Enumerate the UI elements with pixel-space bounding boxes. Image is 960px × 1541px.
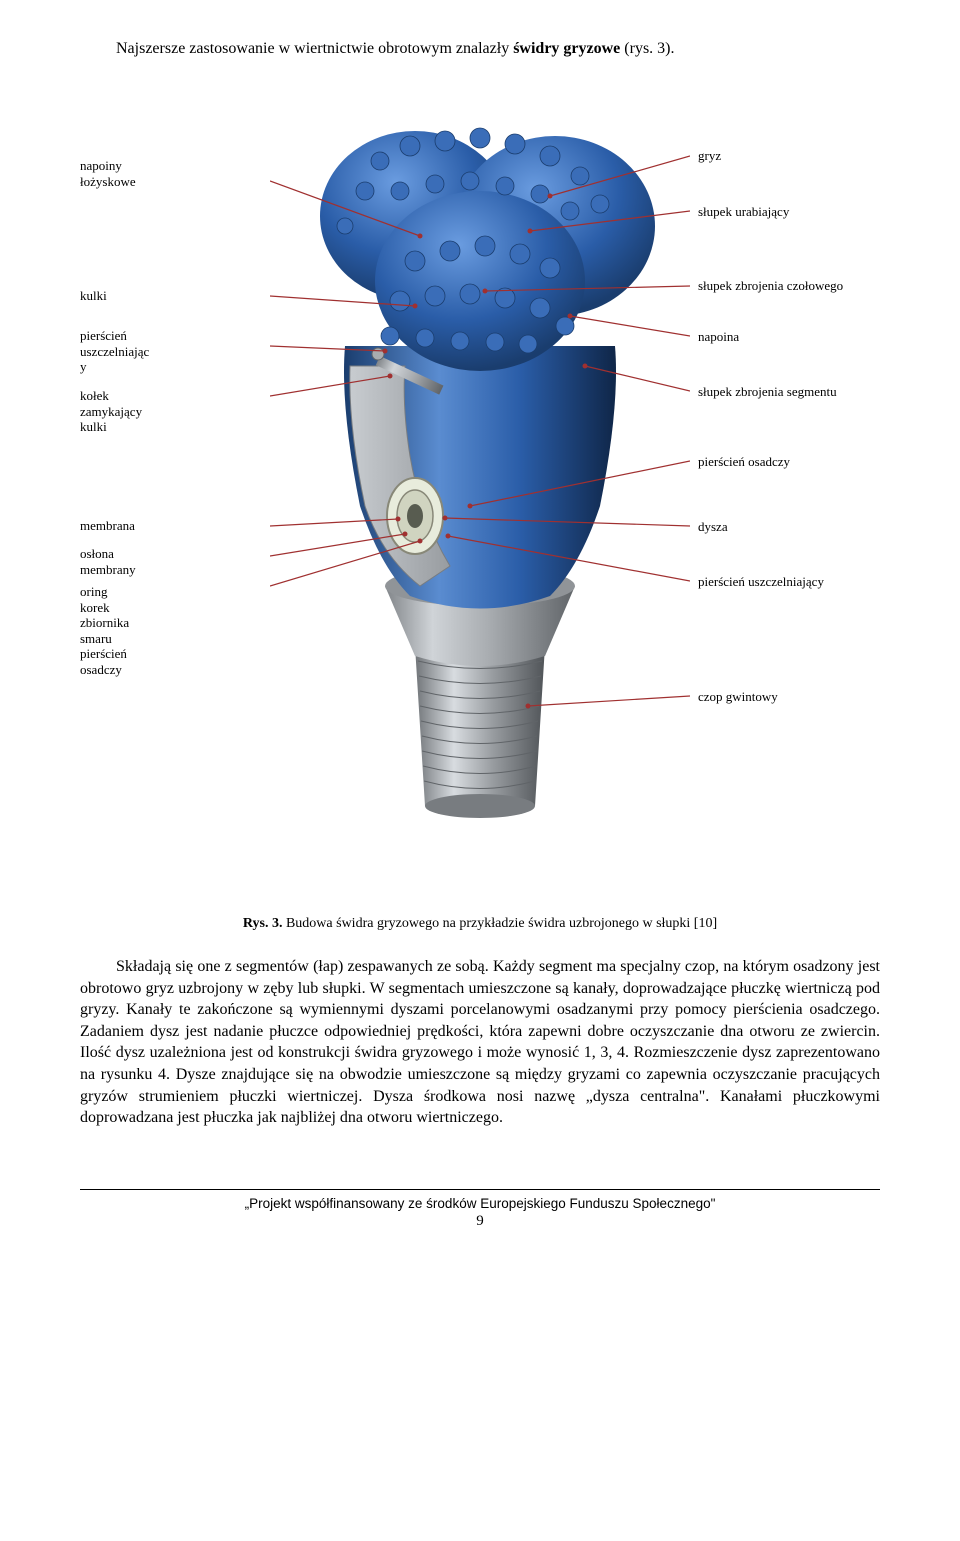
label-slupek-czolowy: słupek zbrojenia czołowego	[698, 278, 843, 294]
figure-caption-text: Rys. 3. Budowa świdra gryzowego na przyk…	[243, 916, 717, 931]
label-napoina: napoina	[698, 329, 739, 345]
footer-divider	[80, 1189, 880, 1190]
label-czop-gwintowy: czop gwintowy	[698, 689, 778, 705]
figure-caption: Rys. 3. Budowa świdra gryzowego na przyk…	[80, 916, 880, 932]
label-dysza: dysza	[698, 519, 728, 535]
body-paragraph: Składają się one z segmentów (łap) zespa…	[80, 956, 880, 1129]
label-pierscien-uszczelniajacy-right: pierścień uszczelniający	[698, 574, 824, 590]
label-membrana: membrana	[80, 518, 135, 534]
label-slupek-urabiajacy: słupek urabiający	[698, 204, 789, 220]
intro-text: Najszersze zastosowanie w wiertnictwie o…	[80, 40, 880, 58]
label-pierscien-osadczy: pierścień osadczy	[698, 454, 790, 470]
label-napoiny-lozyskowe: napoiny łożyskowe	[80, 158, 136, 189]
label-kolek-zamykajacy: kołek zamykający kulki	[80, 388, 142, 435]
label-pierscien-uszczelniajacy-left: pierścień uszczelniając y	[80, 328, 149, 375]
label-oslona-membrany: osłona membrany	[80, 546, 136, 577]
label-oring-korek: oring korek zbiornika smaru pierścień os…	[80, 584, 129, 678]
page-number: 9	[80, 1213, 880, 1230]
footer-text: „Projekt współfinansowany ze środków Eur…	[80, 1196, 880, 1211]
drill-diagram: napoiny łożyskowe kulki pierścień uszcze…	[80, 86, 880, 906]
drill-bit-illustration	[270, 86, 690, 846]
label-slupek-segmentu: słupek zbrojenia segmentu	[698, 384, 837, 400]
label-gryz: gryz	[698, 148, 721, 164]
label-kulki: kulki	[80, 288, 107, 304]
